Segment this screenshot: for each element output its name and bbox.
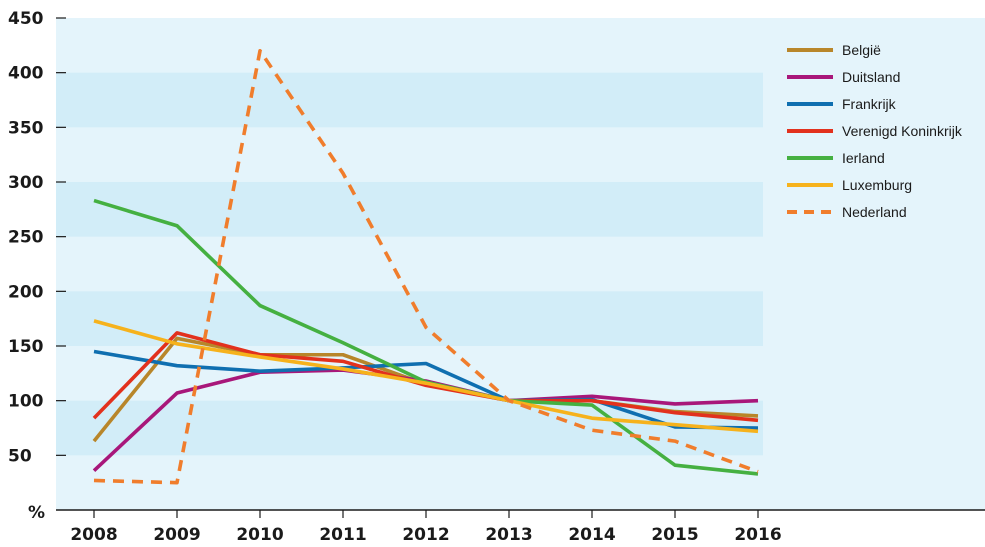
x-tick-label: 2014 [568, 525, 615, 545]
legend-label: Luxemburg [842, 177, 912, 193]
y-tick-label: 450 [8, 9, 44, 29]
plot-background [56, 18, 985, 510]
x-tick-label: 2013 [485, 525, 532, 545]
x-tick-label: 2015 [651, 525, 698, 545]
x-tick-label: 2011 [319, 525, 366, 545]
x-tick-label: 2009 [153, 525, 200, 545]
x-tick-label: 2008 [70, 525, 117, 545]
series-line-nederland [93, 48, 759, 485]
series-lines [92, 48, 759, 485]
x-tick-label: 2016 [734, 525, 781, 545]
y-unit-label: % [28, 503, 45, 523]
y-tick-label: 250 [8, 228, 44, 248]
legend-label: Duitsland [842, 69, 900, 85]
y-tick-label: 50 [8, 446, 32, 466]
grid-band [56, 72, 763, 128]
legend-label: Verenigd Koninkrijk [842, 123, 963, 139]
x-axis: 2008 2009 2010 2011 2012 2013 2014 2015 2016 [56, 509, 985, 545]
legend-label: België [842, 42, 881, 58]
series-line-luxemburg [93, 319, 759, 434]
y-tick-label: 400 [8, 64, 44, 84]
x-tick-label: 2010 [236, 525, 283, 545]
y-axis: 50 100 150 200 250 300 350 400 450% [8, 9, 66, 523]
y-tick-label: 150 [8, 337, 44, 357]
y-tick-label: 300 [8, 173, 44, 193]
legend-label: Frankrijk [842, 96, 897, 112]
grid-band [56, 182, 763, 237]
y-tick-label: 350 [8, 118, 44, 138]
y-tick-label: 100 [8, 392, 44, 412]
y-tick-label: 200 [8, 282, 44, 302]
series-line-frankrijk [93, 349, 759, 430]
legend-label: Ierland [842, 150, 885, 166]
x-tick-label: 2012 [402, 525, 449, 545]
legend-label: Nederland [842, 204, 907, 220]
grid-band [56, 291, 763, 346]
legend: België Duitsland Frankrijk Verenigd Koninkr… [787, 42, 963, 220]
